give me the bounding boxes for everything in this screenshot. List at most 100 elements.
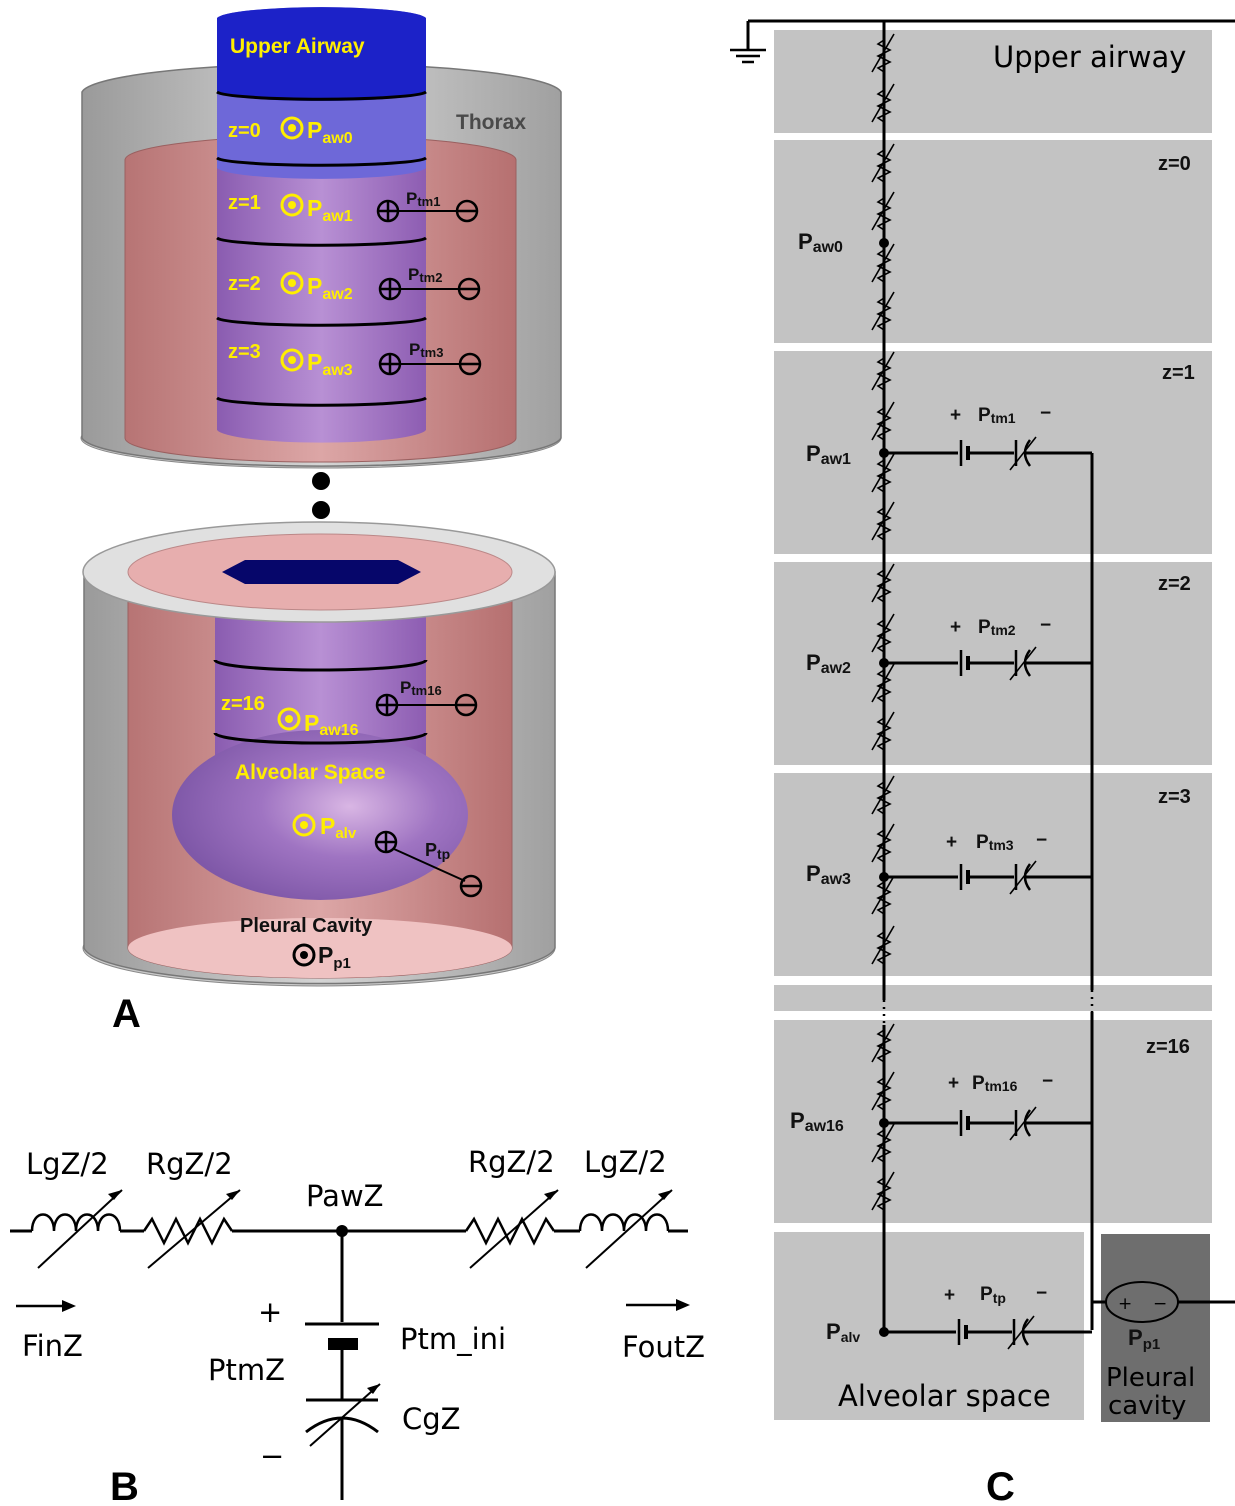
svg-text:−: − [1042,1071,1053,1092]
z-label-z16: z=16 [1146,1036,1190,1058]
airway-cylinder-upper [217,150,426,443]
pressure-node-icon [280,271,304,295]
battery-icon [959,864,970,890]
capacitor-icon [1009,1106,1037,1141]
ptm-label: Ptm3 [409,340,443,360]
z-label: z=16 [221,693,265,715]
alveolar-space-label: Alveolar Space [235,761,386,784]
segment-ring-2 [216,236,427,247]
segment-ring-3 [216,316,427,327]
resistor-icon [142,1189,241,1269]
paw-label: Paw1 [307,195,353,225]
segment-ring-lower-2 [213,732,428,745]
minus-terminal-icon [459,874,483,898]
svg-text:Ptm3: Ptm3 [976,832,1014,853]
capacitor-icon [1009,860,1037,895]
plus-terminal-icon [378,352,402,376]
ptm2-label: + Ptm2 − [950,615,1051,638]
generation-row-z0: z=0 Paw0 [228,116,353,147]
flow-in-label: FinZ [22,1329,83,1363]
svg-text:Ptp: Ptp [980,1284,1006,1306]
upper-airway-label: Upper airway [993,40,1186,74]
panel-a-letter: A [112,992,141,1036]
minus-terminal-icon [454,693,478,717]
capacitor-icon [1007,1315,1035,1350]
branch-z16 [879,1106,1092,1141]
lg-right-label: LgZ/2 [584,1145,667,1179]
z-label-z3: z=3 [1158,786,1191,808]
ppl-label: Pp1 [1128,1325,1160,1353]
battery-icon [959,650,970,676]
branch-alveolar [879,1315,1092,1350]
ptp-label: + Ptp − [944,1283,1047,1306]
section-alveolar [774,1232,1084,1420]
branch-z1 [879,436,1092,471]
segment-ring-0 [216,90,427,101]
pleural-cavity-label-2: cavity [1108,1391,1186,1421]
rg-left-label: RgZ/2 [146,1147,233,1181]
pressure-node-icon [277,707,301,731]
battery-icon [957,1319,968,1345]
svg-text:Ptm16: Ptm16 [972,1073,1018,1094]
capacitor-icon [1009,436,1037,471]
ptm-label: PtmZ [208,1353,285,1387]
z-label-z1: z=1 [1162,362,1195,384]
pressure-node-icon [280,348,304,372]
section-z0 [774,140,1212,343]
paw2-label: Paw2 [806,650,851,677]
panel-a: Upper Airway Thorax z=0 Paw0 z=1 Paw1 Pt… [80,7,562,1036]
pressure-node-icon [292,943,316,967]
paw0-label: Paw0 [798,229,843,256]
flow-out-label: FoutZ [622,1330,705,1364]
pressure-node-icon [292,813,316,837]
resistor-icon [464,1189,559,1269]
inductor-icon [30,1189,123,1269]
z-label-z2: z=2 [1158,573,1191,595]
section-pleural [1101,1234,1210,1422]
ptm1-label: + Ptm1 − [950,403,1051,426]
generation-row-z2: z=2 Paw2 Ptm2 [228,265,481,303]
battery-icon [959,440,970,466]
continuation-dot [312,501,330,519]
lg-left-label: LgZ/2 [26,1147,109,1181]
cg-label: CgZ [402,1402,461,1436]
upper-airway-label: Upper Airway [230,35,365,58]
z-label: z=3 [228,341,261,363]
svg-text:−: − [1040,403,1051,424]
alveolar-space-label: Alveolar space [838,1379,1051,1413]
svg-text:−: − [1153,1294,1167,1314]
pleural-cavity-label: Pleural Cavity [240,915,373,937]
segment-ring-1 [216,156,427,167]
battery-icon [305,1322,379,1350]
svg-text:+: + [944,1285,955,1306]
section-z3 [774,773,1212,976]
segment-ring-lower-1 [213,659,428,672]
node-label: PawZ [306,1179,384,1213]
paw1-label: Paw1 [806,441,851,468]
section-upper-airway [774,30,1212,133]
branch-z2 [879,646,1092,681]
z-label: z=1 [228,192,261,214]
pleura-floor-lower [128,918,512,978]
plus-terminal-icon [378,277,402,301]
paw-label: Paw16 [304,710,359,739]
svg-text:−: − [1040,615,1051,636]
z-label: z=0 [228,120,261,142]
svg-text:Ptm2: Ptm2 [978,617,1016,638]
paw3-label: Paw3 [806,861,851,888]
resistor-chain [871,33,895,1211]
pleural-cavity-label-1: Pleural [1106,1363,1195,1393]
generation-row-z16: z=16 Paw16 Ptm16 [221,678,478,739]
panel-c-letter: C [986,1465,1015,1506]
continuation-dot [312,472,330,490]
paw-label: Paw2 [307,273,353,303]
segment-ring-4 [216,396,427,407]
inductor-icon [578,1189,673,1269]
svg-text:Ptm1: Ptm1 [978,405,1016,426]
minus-terminal-icon [457,277,481,301]
panel-b-letter: B [110,1465,139,1506]
thorax-label: Thorax [456,111,526,134]
alveolar-bulb [172,730,468,900]
rg-right-label: RgZ/2 [468,1145,555,1179]
paw-label: Paw0 [307,117,353,147]
